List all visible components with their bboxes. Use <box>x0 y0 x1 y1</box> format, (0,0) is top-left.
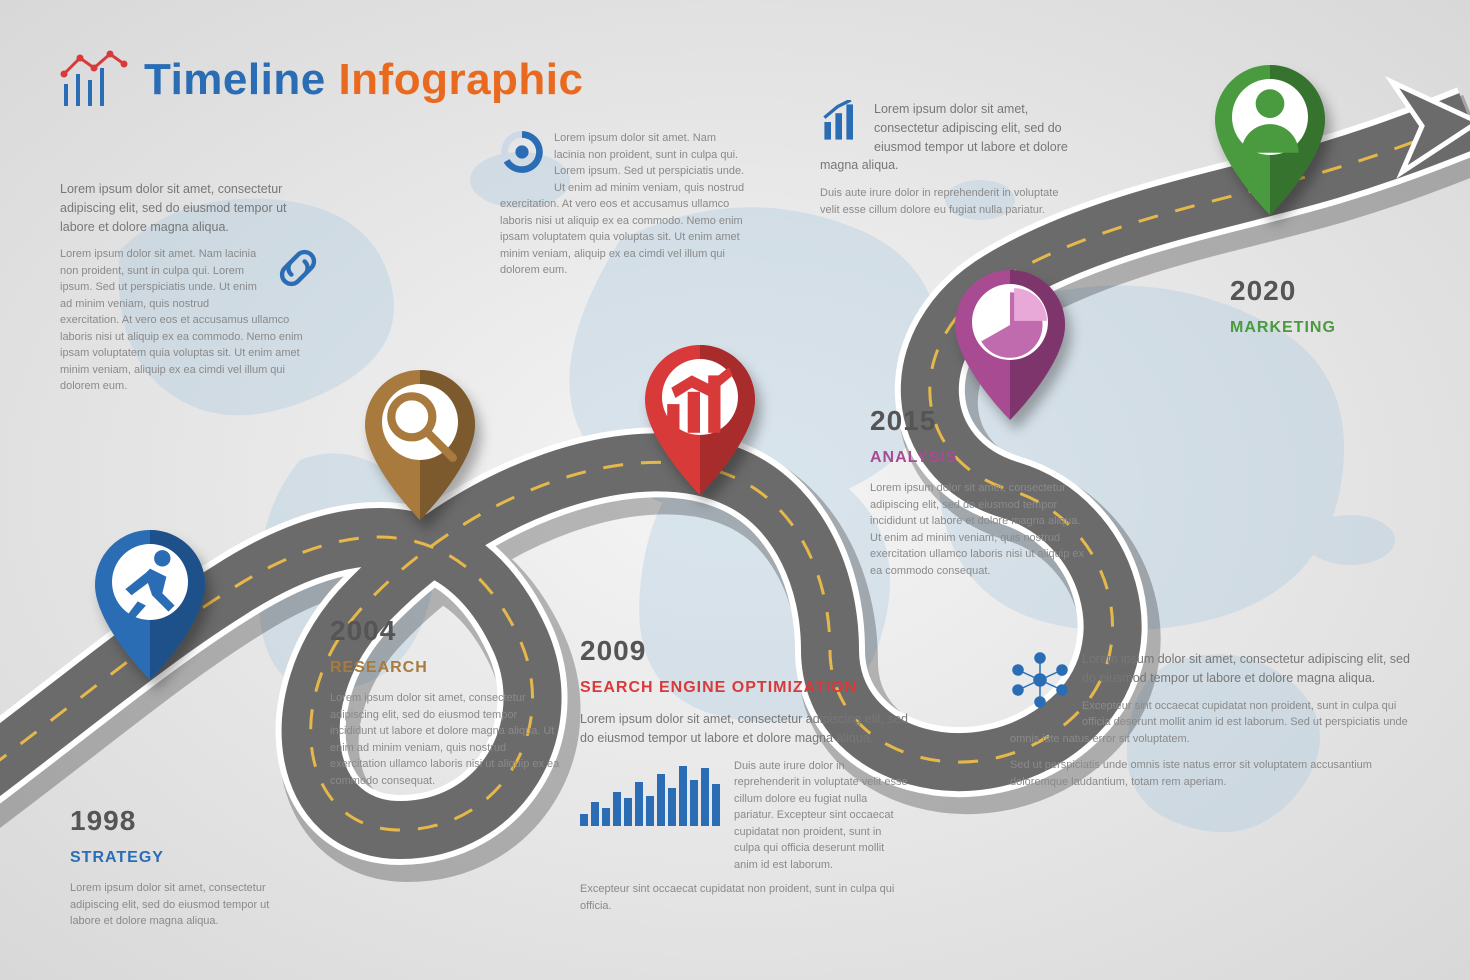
mini-bar <box>613 792 621 826</box>
mini-bar <box>591 802 599 826</box>
milestone-strategy: 1998 STRATEGY Lorem ipsum dolor sit amet… <box>70 800 300 930</box>
seo-footer: Excepteur sint occaecat cupidatat non pr… <box>580 881 910 914</box>
pin-strategy <box>95 530 205 680</box>
br-body2: Sed ut perspiciatis unde omnis iste natu… <box>1010 757 1410 790</box>
mini-bar <box>679 766 687 826</box>
label-marketing: MARKETING <box>1230 316 1430 340</box>
text-block-right-top: Lorem ipsum dolor sit amet, consectetur … <box>820 100 1070 218</box>
br-body1: Excepteur sint occaecat cupidatat non pr… <box>1010 698 1410 748</box>
radial-chart-icon <box>500 130 544 174</box>
mini-bar-icon <box>820 100 864 144</box>
pin-research <box>365 370 475 520</box>
seo-body: Duis aute irure dolor in reprehenderit i… <box>734 758 910 874</box>
mini-bar <box>602 808 610 826</box>
mini-bar-chart <box>580 766 720 826</box>
br-lead: Lorem ipsum dolor sit amet, consectetur … <box>1010 650 1410 688</box>
label-seo: SEARCH ENGINE OPTIMIZATION <box>580 676 910 700</box>
magnifier-icon <box>379 384 461 466</box>
text-block-center-top: Lorem ipsum dolor sit amet. Nam lacinia … <box>500 130 750 279</box>
infographic-canvas: Timeline Infographic <box>0 0 1470 980</box>
milestone-research: 2004 RESEARCH Lorem ipsum dolor sit amet… <box>330 610 560 789</box>
mini-bar <box>690 780 698 826</box>
label-analysis: ANALYSIS <box>870 446 1090 470</box>
mini-bar <box>668 788 676 826</box>
year-2020: 2020 <box>1230 270 1430 312</box>
year-1998: 1998 <box>70 800 300 842</box>
seo-lead: Lorem ipsum dolor sit amet, consectetur … <box>580 710 910 748</box>
text-block-intro: Lorem ipsum dolor sit amet, consectetur … <box>60 180 320 395</box>
right-top-body: Duis aute irure dolor in reprehenderit i… <box>820 185 1070 218</box>
year-2015: 2015 <box>870 400 1090 442</box>
mini-bar <box>624 798 632 826</box>
pie-icon <box>969 284 1051 366</box>
milestone-analysis: 2015 ANALYSIS Lorem ipsum dolor sit amet… <box>870 400 1090 579</box>
label-research: RESEARCH <box>330 656 560 680</box>
mini-bar <box>712 784 720 826</box>
mini-bar <box>657 774 665 826</box>
network-icon <box>1010 650 1070 710</box>
strategy-body: Lorem ipsum dolor sit amet, consectetur … <box>70 880 300 930</box>
pin-seo <box>645 345 755 495</box>
link-icon <box>276 246 320 290</box>
research-body: Lorem ipsum dolor sit amet, consectetur … <box>330 690 560 789</box>
mini-bar <box>635 782 643 826</box>
year-2004: 2004 <box>330 610 560 652</box>
mini-bar <box>646 796 654 826</box>
person-icon <box>1229 79 1311 161</box>
pin-analysis <box>955 270 1065 420</box>
year-2009: 2009 <box>580 630 910 672</box>
pin-marketing <box>1215 65 1325 215</box>
milestone-marketing: 2020 MARKETING <box>1230 270 1430 350</box>
mini-bar <box>701 768 709 826</box>
label-strategy: STRATEGY <box>70 846 300 870</box>
runner-icon <box>109 544 191 626</box>
bars-up-icon <box>659 359 741 441</box>
milestone-seo: 2009 SEARCH ENGINE OPTIMIZATION Lorem ip… <box>580 630 910 914</box>
text-block-bottom-right: Lorem ipsum dolor sit amet, consectetur … <box>1010 650 1410 790</box>
mini-bar <box>580 814 588 826</box>
analysis-body: Lorem ipsum dolor sit amet, consectetur … <box>870 480 1090 579</box>
intro-lead: Lorem ipsum dolor sit amet, consectetur … <box>60 180 320 236</box>
